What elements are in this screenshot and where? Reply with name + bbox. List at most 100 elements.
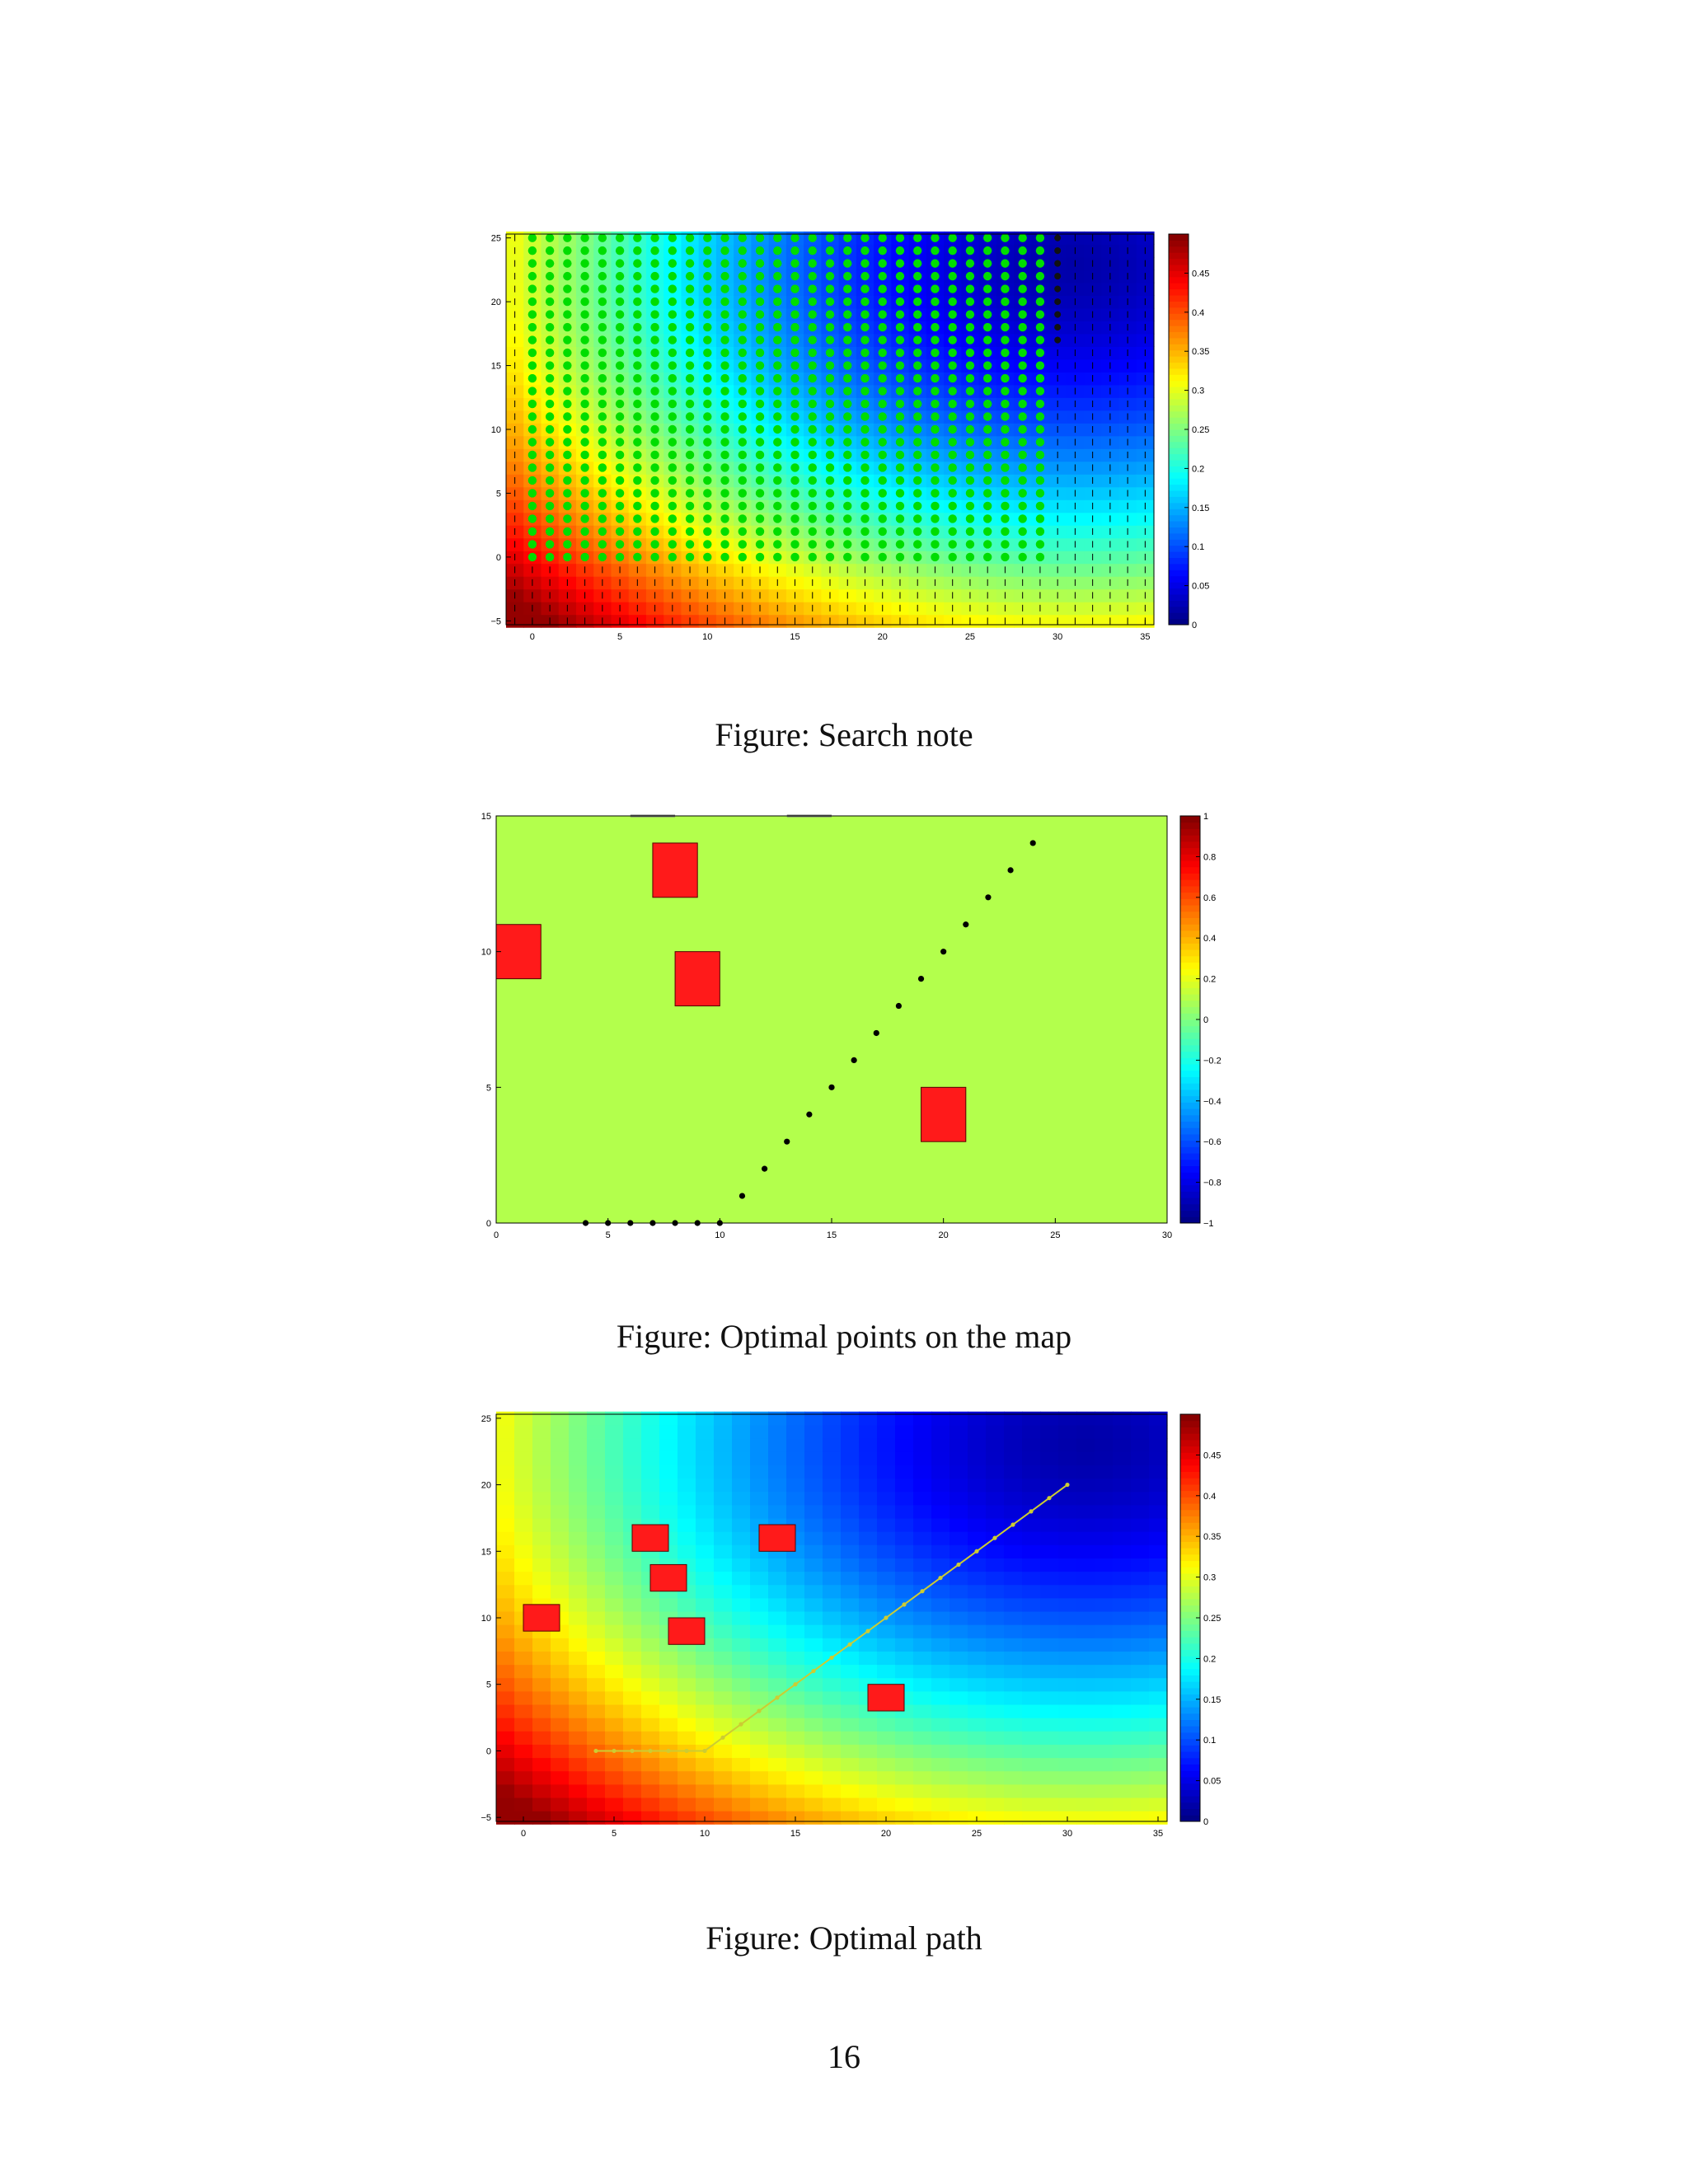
heatmap-cell — [587, 1544, 606, 1558]
heatmap-cell — [786, 1744, 805, 1759]
heatmap-cell — [931, 1770, 950, 1785]
heatmap-cell — [623, 1797, 642, 1811]
heatmap-cell — [605, 1610, 624, 1625]
heatmap-cell — [496, 1424, 515, 1439]
heatmap-cell — [1095, 1465, 1114, 1479]
heatmap-cell — [1149, 1638, 1168, 1652]
heatmap-cell — [514, 1438, 533, 1452]
heatmap-cell — [768, 1584, 787, 1599]
heatmap-cell — [1058, 1704, 1077, 1718]
heatmap-cell — [623, 1597, 642, 1612]
heatmap-cell — [659, 1690, 678, 1705]
heatmap-cell — [1058, 1438, 1077, 1452]
heatmap-cell — [678, 1690, 696, 1705]
heatmap-cell — [950, 1451, 968, 1465]
heatmap-cell — [913, 1610, 932, 1625]
heatmap-cell — [968, 1465, 987, 1479]
heatmap-cell — [714, 1597, 733, 1612]
heatmap-cell — [877, 1584, 896, 1599]
heatmap-cell — [1113, 1465, 1132, 1479]
heatmap-cell — [532, 1438, 551, 1452]
heatmap-cell — [587, 1638, 606, 1652]
colorbar-segment — [1180, 1478, 1200, 1485]
path-node — [938, 1575, 943, 1581]
heatmap-cell — [659, 1664, 678, 1679]
heatmap-cell — [804, 1558, 823, 1572]
heatmap-cell — [841, 1597, 860, 1612]
heatmap-cell — [732, 1624, 751, 1638]
heatmap-cell — [950, 1610, 968, 1625]
heatmap-cell — [750, 1757, 769, 1772]
x-tick-label: 30 — [1062, 1829, 1072, 1839]
heatmap-cell — [950, 1770, 968, 1785]
heatmap-cell — [1095, 1718, 1114, 1732]
heatmap-cell — [1040, 1531, 1059, 1545]
heatmap-cell — [968, 1664, 987, 1679]
path-node — [630, 1748, 635, 1754]
heatmap-cell — [714, 1424, 733, 1439]
heatmap-cell — [768, 1558, 787, 1572]
heatmap-cell — [804, 1478, 823, 1493]
heatmap-cell — [1076, 1558, 1095, 1572]
heatmap-cell — [750, 1744, 769, 1759]
heatmap-cell — [931, 1544, 950, 1558]
heatmap-cell — [714, 1438, 733, 1452]
heatmap-cell — [1022, 1690, 1041, 1705]
heatmap-cell — [696, 1597, 715, 1612]
heatmap-cell — [1113, 1783, 1132, 1798]
heatmap-cell — [786, 1770, 805, 1785]
heatmap-cell — [986, 1664, 1005, 1679]
heatmap-cell — [931, 1624, 950, 1638]
heatmap-cell — [804, 1438, 823, 1452]
heatmap-cell — [1149, 1491, 1168, 1506]
path-node — [902, 1602, 907, 1607]
heatmap-cell — [678, 1597, 696, 1612]
heatmap-cell — [804, 1504, 823, 1519]
heatmap-cell — [1095, 1610, 1114, 1625]
heatmap-cell — [587, 1757, 606, 1772]
heatmap-cell — [1113, 1610, 1132, 1625]
heatmap-cell — [823, 1584, 842, 1599]
heatmap-cell — [895, 1624, 914, 1638]
heatmap-cell — [1004, 1718, 1023, 1732]
heatmap-cell — [623, 1451, 642, 1465]
heatmap-cell — [859, 1451, 878, 1465]
heatmap-cell — [859, 1491, 878, 1506]
heatmap-cell — [1131, 1478, 1150, 1493]
heatmap-cell — [841, 1704, 860, 1718]
heatmap-cell — [605, 1770, 624, 1785]
heatmap-cell — [1095, 1531, 1114, 1545]
heatmap-cell — [623, 1704, 642, 1718]
heatmap-cell — [950, 1597, 968, 1612]
heatmap-cell — [532, 1411, 551, 1426]
heatmap-cell — [823, 1783, 842, 1798]
heatmap-cell — [714, 1517, 733, 1532]
heatmap-cell — [1040, 1504, 1059, 1519]
heatmap-cell — [786, 1584, 805, 1599]
heatmap-cell — [514, 1558, 533, 1572]
heatmap-cell — [750, 1451, 769, 1465]
heatmap-cell — [768, 1811, 787, 1825]
heatmap-cell — [1022, 1770, 1041, 1785]
heatmap-cell — [678, 1531, 696, 1545]
colorbar-segment — [1180, 1694, 1200, 1701]
heatmap-cell — [804, 1651, 823, 1666]
heatmap-cell — [551, 1783, 570, 1798]
heatmap-cell — [714, 1465, 733, 1479]
heatmap-cell — [714, 1757, 733, 1772]
heatmap-cell — [1004, 1597, 1023, 1612]
heatmap-cell — [950, 1544, 968, 1558]
heatmap-cell — [786, 1757, 805, 1772]
heatmap-cell — [804, 1465, 823, 1479]
heatmap-cell — [768, 1478, 787, 1493]
heatmap-cell — [913, 1597, 932, 1612]
heatmap-cell — [895, 1544, 914, 1558]
colorbar-segment — [1180, 1598, 1200, 1606]
heatmap-cell — [877, 1797, 896, 1811]
heatmap-cell — [823, 1478, 842, 1493]
heatmap-cell — [1149, 1718, 1168, 1732]
heatmap-cell — [931, 1811, 950, 1825]
heatmap-cell — [1004, 1651, 1023, 1666]
colorbar-segment — [1180, 1522, 1200, 1530]
heatmap-cell — [1113, 1731, 1132, 1745]
